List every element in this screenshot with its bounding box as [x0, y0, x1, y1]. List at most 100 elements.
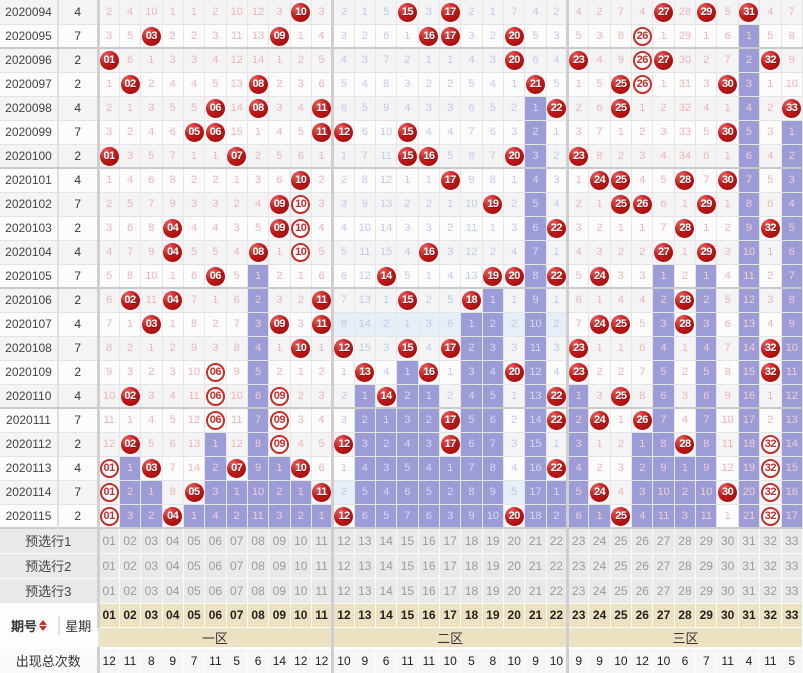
presel-number[interactable]: 32: [759, 553, 782, 579]
presel-number[interactable]: 25: [610, 553, 633, 579]
presel-number[interactable]: 16: [418, 527, 441, 554]
presel-number[interactable]: 17: [439, 553, 462, 579]
presel-number[interactable]: 13: [354, 578, 376, 604]
presel-number[interactable]: 21: [524, 527, 547, 554]
presel-number[interactable]: 09: [268, 553, 291, 579]
presel-number[interactable]: 22: [546, 527, 569, 554]
presel-number[interactable]: 03: [140, 578, 163, 604]
presel-number[interactable]: 20: [503, 578, 526, 604]
presel-number[interactable]: 05: [183, 527, 206, 554]
presel-number[interactable]: 23: [566, 578, 590, 604]
presel-number[interactable]: 09: [268, 527, 291, 554]
presel-number[interactable]: 10: [290, 527, 312, 554]
presel-number[interactable]: 14: [375, 578, 398, 604]
presel-number[interactable]: 11: [311, 553, 334, 579]
presel-number[interactable]: 12: [331, 578, 355, 604]
presel-number[interactable]: 30: [716, 578, 739, 604]
presel-number[interactable]: 11: [311, 527, 334, 554]
presel-number[interactable]: 28: [674, 527, 697, 554]
presel-number[interactable]: 25: [610, 578, 633, 604]
presel-number[interactable]: 18: [460, 553, 483, 579]
presel-number[interactable]: 06: [204, 578, 227, 604]
presel-number[interactable]: 27: [652, 527, 675, 554]
presel-number[interactable]: 03: [140, 553, 163, 579]
presel-number[interactable]: 06: [204, 553, 227, 579]
presel-number[interactable]: 01: [96, 527, 120, 554]
presel-number[interactable]: 09: [268, 578, 291, 604]
presel-number[interactable]: 24: [588, 578, 611, 604]
presel-number[interactable]: 33: [781, 527, 803, 554]
presel-number[interactable]: 29: [695, 553, 718, 579]
presel-number[interactable]: 26: [631, 527, 654, 554]
presel-number[interactable]: 08: [247, 527, 270, 554]
presel-number[interactable]: 13: [354, 553, 376, 579]
presel-number[interactable]: 20: [503, 527, 526, 554]
presel-number[interactable]: 01: [96, 578, 120, 604]
presel-number[interactable]: 04: [162, 578, 184, 604]
presel-number[interactable]: 10: [290, 553, 312, 579]
presel-number[interactable]: 31: [738, 553, 761, 579]
presel-number[interactable]: 32: [759, 527, 782, 554]
presel-number[interactable]: 28: [674, 578, 697, 604]
presel-number[interactable]: 27: [652, 553, 675, 579]
presel-number[interactable]: 07: [226, 553, 248, 579]
presel-number[interactable]: 30: [716, 553, 739, 579]
presel-number[interactable]: 01: [96, 553, 120, 579]
presel-number[interactable]: 18: [460, 578, 483, 604]
presel-number[interactable]: 32: [759, 578, 782, 604]
presel-number[interactable]: 23: [566, 527, 590, 554]
presel-number[interactable]: 15: [396, 553, 419, 579]
presel-number[interactable]: 24: [588, 553, 611, 579]
presel-number[interactable]: 22: [546, 578, 569, 604]
presel-number[interactable]: 27: [652, 578, 675, 604]
presel-number[interactable]: 02: [119, 527, 142, 554]
presel-number[interactable]: 19: [482, 578, 505, 604]
presel-number[interactable]: 20: [503, 553, 526, 579]
presel-number[interactable]: 33: [781, 553, 803, 579]
presel-number[interactable]: 10: [290, 578, 312, 604]
presel-number[interactable]: 26: [631, 553, 654, 579]
presel-number[interactable]: 29: [695, 527, 718, 554]
presel-number[interactable]: 18: [460, 527, 483, 554]
presel-number[interactable]: 17: [439, 527, 462, 554]
presel-number[interactable]: 05: [183, 553, 206, 579]
presel-number[interactable]: 11: [311, 578, 334, 604]
presel-number[interactable]: 02: [119, 578, 142, 604]
presel-number[interactable]: 14: [375, 553, 398, 579]
presel-number[interactable]: 24: [588, 527, 611, 554]
presel-number[interactable]: 15: [396, 527, 419, 554]
presel-number[interactable]: 07: [226, 578, 248, 604]
presel-number[interactable]: 29: [695, 578, 718, 604]
presel-number[interactable]: 12: [331, 553, 355, 579]
presel-number[interactable]: 02: [119, 553, 142, 579]
sort-toggle-icon[interactable]: [39, 619, 47, 631]
presel-number[interactable]: 28: [674, 553, 697, 579]
presel-number[interactable]: 04: [162, 553, 184, 579]
presel-number[interactable]: 08: [247, 553, 270, 579]
presel-number[interactable]: 07: [226, 527, 248, 554]
presel-number[interactable]: 30: [716, 527, 739, 554]
presel-number[interactable]: 19: [482, 527, 505, 554]
presel-number[interactable]: 31: [738, 578, 761, 604]
presel-number[interactable]: 19: [482, 553, 505, 579]
presel-number[interactable]: 14: [375, 527, 398, 554]
presel-number[interactable]: 17: [439, 578, 462, 604]
presel-number[interactable]: 25: [610, 527, 633, 554]
presel-number[interactable]: 08: [247, 578, 270, 604]
presel-number[interactable]: 04: [162, 527, 184, 554]
presel-number[interactable]: 12: [331, 527, 355, 554]
presel-number[interactable]: 23: [566, 553, 590, 579]
presel-number[interactable]: 15: [396, 578, 419, 604]
presel-number[interactable]: 13: [354, 527, 376, 554]
presel-number[interactable]: 21: [524, 553, 547, 579]
presel-number[interactable]: 06: [204, 527, 227, 554]
presel-number[interactable]: 03: [140, 527, 163, 554]
presel-number[interactable]: 16: [418, 553, 441, 579]
presel-number[interactable]: 16: [418, 578, 441, 604]
presel-number[interactable]: 05: [183, 578, 206, 604]
presel-number[interactable]: 31: [738, 527, 761, 554]
presel-number[interactable]: 22: [546, 553, 569, 579]
presel-number[interactable]: 21: [524, 578, 547, 604]
presel-number[interactable]: 33: [781, 578, 803, 604]
presel-number[interactable]: 26: [631, 578, 654, 604]
